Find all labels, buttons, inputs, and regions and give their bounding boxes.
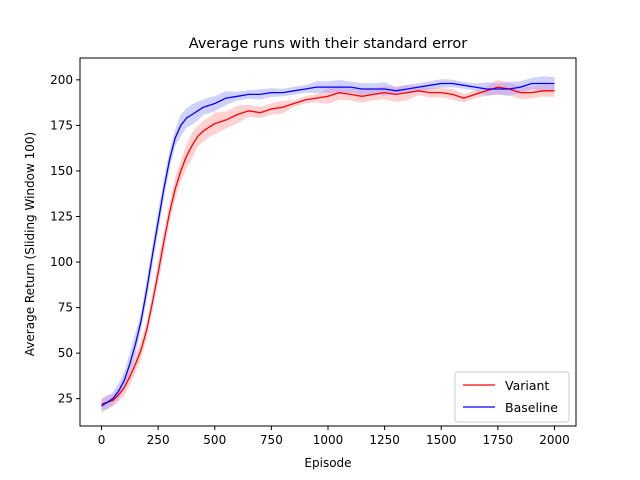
- y-tick-label: 100: [50, 255, 73, 269]
- x-axis-label: Episode: [304, 456, 351, 470]
- x-tick-label: 750: [260, 433, 283, 447]
- axes: 0 250 500 750 1000 1250 1500 1750 2000 25 50 75 100 1…: [50, 57, 577, 447]
- x-tick-label: 1500: [426, 433, 457, 447]
- plot-area: [101, 76, 555, 414]
- y-tick-label: 75: [58, 301, 73, 315]
- y-tick-label: 25: [58, 392, 73, 406]
- x-tick-label: 0: [98, 433, 106, 447]
- x-tick-label: 1000: [313, 433, 344, 447]
- x-tick-label: 2000: [539, 433, 570, 447]
- x-tick-label: 1250: [369, 433, 400, 447]
- y-tick-label: 150: [50, 164, 73, 178]
- legend-label-baseline: Baseline: [505, 400, 558, 415]
- y-tick-label: 125: [50, 209, 73, 223]
- legend: Variant Baseline: [454, 371, 570, 423]
- x-tick-label: 250: [147, 433, 170, 447]
- y-tick-label: 175: [50, 118, 73, 132]
- chart-title: Average runs with their standard error: [189, 36, 467, 52]
- x-tick-label: 500: [203, 433, 226, 447]
- legend-label-variant: Variant: [505, 378, 549, 393]
- y-axis-label: Average Return (Sliding Window 100): [23, 132, 37, 356]
- y-tick-label: 200: [50, 73, 73, 87]
- x-tick-label: 1750: [483, 433, 514, 447]
- y-tick-label: 50: [58, 346, 73, 360]
